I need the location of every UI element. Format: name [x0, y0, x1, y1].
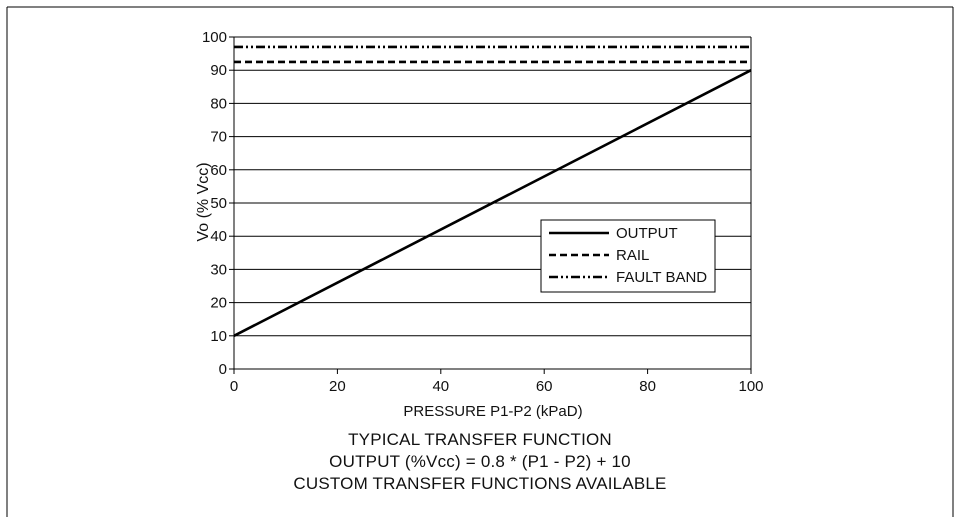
y-tick-label: 20	[210, 295, 227, 312]
series-lines	[233, 45, 752, 337]
y-tick-label: 40	[210, 228, 227, 245]
x-axis-label: PRESSURE P1-P2 (kPaD)	[403, 403, 582, 420]
gridlines	[234, 36, 751, 337]
caption-note: CUSTOM TRANSFER FUNCTIONS AVAILABLE	[293, 474, 667, 493]
x-tick-label: 20	[329, 378, 346, 395]
y-tick-label: 90	[210, 62, 227, 79]
y-tick-labels: 0 10 20 30 40 50 60 70 80 90 100	[202, 29, 227, 378]
legend-label: RAIL	[616, 247, 649, 264]
legend-label: FAULT BAND	[616, 269, 707, 286]
y-tick-label: 100	[202, 29, 227, 46]
x-tick-label: 40	[432, 378, 449, 395]
x-tick-label: 60	[536, 378, 553, 395]
x-tick-label: 80	[639, 378, 656, 395]
y-tick-label: 10	[210, 328, 227, 345]
caption-formula: OUTPUT (%Vcc) = 0.8 * (P1 - P2) + 10	[329, 452, 631, 471]
y-tick-label: 50	[210, 195, 227, 212]
x-tick-label: 0	[230, 378, 238, 395]
axes	[229, 36, 752, 374]
y-tick-label: 70	[210, 129, 227, 146]
y-tick-label: 30	[210, 261, 227, 278]
caption-title: TYPICAL TRANSFER FUNCTION	[348, 430, 612, 449]
legend-label: OUTPUT	[616, 225, 678, 242]
y-tick-label: 0	[219, 361, 227, 378]
legend: OUTPUT RAIL FAULT BAND	[540, 219, 716, 293]
series-line-output	[233, 69, 752, 337]
x-tick-labels: 0 20 40 60 80 100	[230, 378, 764, 395]
y-tick-label: 60	[210, 162, 227, 179]
y-axis-label: Vo (% Vcc)	[195, 162, 212, 241]
y-tick-label: 80	[210, 95, 227, 112]
x-tick-label: 100	[738, 378, 763, 395]
